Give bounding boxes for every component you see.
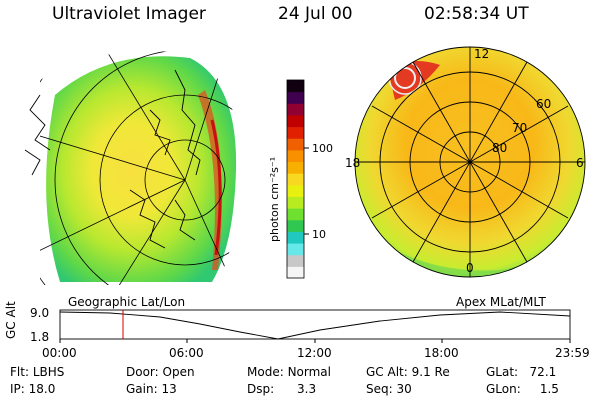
polar-map-caption: Apex MLat/MLT (456, 295, 546, 309)
colorbar-unit-label: photon cm⁻²s⁻¹ (268, 157, 281, 242)
param-gc-alt: GC Alt: 9.1 Re (366, 365, 450, 379)
param-label: Gain: (126, 382, 158, 396)
colorbar-segment (287, 126, 304, 139)
colorbar-segment (287, 266, 304, 279)
param-value: 1.5 (539, 382, 559, 396)
param-value: 18.0 (28, 382, 56, 396)
altitude-x-tick-1800: 18:00 (424, 346, 459, 360)
param-label: Dsp: (247, 382, 275, 396)
geographic-map (24, 50, 240, 285)
param-label: GLat: (486, 365, 519, 379)
colorbar-segment (287, 103, 304, 116)
param-value: LBHS (32, 365, 65, 379)
altitude-y-tick-min: 1.8 (30, 330, 50, 344)
geographic-map-caption: Geographic Lat/Lon (68, 295, 186, 309)
param-label: IP: (10, 382, 25, 396)
mlt-label-6: 6 (576, 156, 584, 170)
instrument-title: Ultraviolet Imager (52, 4, 206, 24)
param-value: 13 (161, 382, 177, 396)
param-gain: Gain: 13 (126, 382, 177, 396)
geo-latlon-grid (40, 50, 240, 285)
colorbar-segment (287, 173, 304, 186)
colorbar-segment (287, 208, 304, 221)
colorbar-segment (287, 161, 304, 174)
colorbar-tick-label-10: 10 (312, 228, 326, 241)
mlt-label-12: 12 (474, 47, 489, 61)
mlat-label-60: 60 (536, 97, 551, 111)
param-label: GC Alt: (366, 365, 408, 379)
param-seq: Seq: 30 (366, 382, 412, 396)
colorbar-segment (287, 254, 304, 267)
colorbar-frame (286, 79, 305, 279)
altitude-y-tick-max: 9.0 (30, 306, 50, 320)
altitude-plot-frame (59, 309, 571, 340)
param-label: Door: (126, 365, 159, 379)
altitude-x-tick-2359: 23:59 (555, 346, 590, 360)
mlt-label-18: 18 (345, 156, 360, 170)
altitude-x-tick-1200: 12:00 (297, 346, 332, 360)
observation-time: 02:58:34 UT (424, 4, 529, 24)
colorbar-segment (287, 219, 304, 232)
param-value: Normal (287, 365, 331, 379)
param-glat: GLat: 72.1 (486, 365, 556, 379)
colorbar-segment (287, 138, 304, 151)
param-filter: Flt: LBHS (10, 365, 64, 379)
polar-map: 12 18 6 0 60 70 80 (345, 46, 586, 278)
param-label: GLon: (486, 382, 521, 396)
colorbar-segment (287, 231, 304, 244)
colorbar-segment (287, 184, 304, 197)
mlat-label-70: 70 (512, 121, 527, 135)
colorbar-segment (287, 196, 304, 209)
mlat-label-80: 80 (492, 141, 507, 155)
param-ip: IP: 18.0 (10, 382, 55, 396)
polar-mlat-mlt-grid (354, 46, 586, 278)
param-value: 72.1 (529, 365, 557, 379)
param-label: Seq: (366, 382, 393, 396)
param-value: 3.3 (297, 382, 317, 396)
altitude-axis-label: GC Alt (4, 301, 18, 339)
colorbar (287, 80, 304, 279)
param-value: Open (162, 365, 195, 379)
colorbar-segment (287, 114, 304, 128)
colorbar-segment (287, 80, 304, 93)
geo-coastlines (24, 69, 201, 249)
param-value: 30 (396, 382, 412, 396)
param-mode: Mode: Normal (247, 365, 331, 379)
param-label: Mode: (247, 365, 284, 379)
mlt-label-0: 0 (466, 261, 474, 275)
altitude-x-tick-0000: 00:00 (42, 346, 77, 360)
colorbar-segment (287, 243, 304, 256)
param-dsp: Dsp: 3.3 (247, 382, 316, 396)
observation-date: 24 Jul 00 (278, 4, 353, 24)
colorbar-tick-label-100: 100 (312, 142, 333, 155)
altitude-x-tick-0600: 06:00 (169, 346, 204, 360)
geo-emission-image (46, 56, 237, 283)
colorbar-segment (287, 91, 304, 104)
param-label: Flt: (10, 365, 29, 379)
altitude-curve (59, 311, 571, 340)
param-door: Door: Open (126, 365, 195, 379)
altitude-plot (59, 309, 571, 343)
colorbar-segment (287, 149, 304, 163)
param-value: 9.1 Re (411, 365, 450, 379)
param-glon: GLon: 1.5 (486, 382, 559, 396)
